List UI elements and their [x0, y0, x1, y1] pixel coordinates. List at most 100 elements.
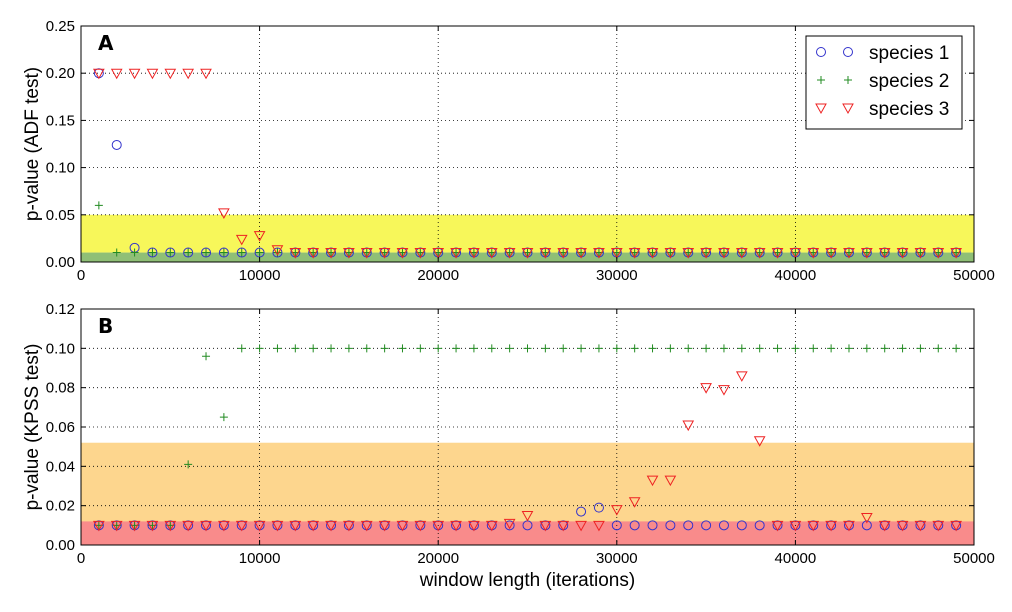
panel-b-series-3-point — [932, 520, 945, 532]
panel-a-series-3-point — [807, 248, 820, 259]
panel-a-x-tick-label: 50000 — [953, 267, 995, 284]
panel-b-series-2-point — [880, 344, 889, 353]
panel-a-series-1-point — [165, 247, 176, 258]
panel-b-band-1 — [81, 521, 974, 545]
panel-a-series-3-point — [914, 248, 927, 259]
panel-b-series-2-point — [469, 344, 478, 353]
panel-b-series-2-point — [916, 344, 925, 353]
panel-a-series-3-point — [718, 248, 730, 259]
panel-a-y-tick-label: 0.25 — [46, 18, 75, 35]
legend-marker — [816, 47, 826, 57]
panel-b-series-3-point — [843, 520, 855, 532]
panel-a-series-3-point — [521, 248, 534, 259]
panel-b-series-1-point — [861, 520, 872, 531]
panel-b-series-2-point — [380, 344, 389, 353]
panel-b-series-2-point — [612, 344, 621, 353]
panel-a-x-tick-label: 30000 — [596, 267, 638, 284]
panel-b-series-2-point — [398, 344, 407, 353]
panel-a-x-tick-label: 20000 — [417, 267, 459, 284]
panel-a-series-3-point — [825, 248, 837, 259]
panel-b-series-2-point — [934, 344, 943, 353]
panel-a-series-3-point — [378, 248, 391, 259]
panel-b-series-1-point — [701, 520, 712, 531]
panel-a-series-2-point — [130, 248, 139, 257]
panel-b-series-3-point — [789, 520, 802, 532]
panel-a-series-3-point — [771, 248, 784, 259]
panel-b-series-1-point — [611, 520, 622, 531]
panel-b-series-3-point — [539, 520, 552, 532]
panel-a-x-tick-label: 0 — [77, 267, 85, 284]
legend-marker — [842, 103, 854, 115]
panel-b-series-2-point — [505, 344, 514, 353]
panel-b-series-2-point — [202, 352, 211, 361]
panel-a-series-2-point — [112, 248, 121, 257]
panel-a-series-3-point — [557, 248, 570, 259]
panel-b-series-2-point — [737, 344, 746, 353]
panel-a-series-3-point — [950, 248, 962, 259]
panel-b-series-2-point — [844, 344, 853, 353]
panel-a-series-3-point — [414, 248, 427, 259]
panel-b-series-2-point — [809, 344, 818, 353]
panel-b-series-1-point — [647, 520, 658, 531]
panel-b-series-3-point — [878, 520, 891, 532]
panel-a-series-1-point — [183, 247, 194, 258]
panel-a-series-3-point — [146, 68, 159, 80]
panel-b-y-tick-label: 0.12 — [46, 301, 75, 318]
panel-b-series-3-point — [450, 520, 462, 532]
panel-b-series-2-point — [719, 344, 728, 353]
panel-b-y-tick-label: 0.02 — [46, 498, 75, 515]
panel-a-series-1-point — [201, 247, 212, 258]
panel-b-series-3-point — [200, 520, 212, 532]
panel-a-y-tick-label: 0.00 — [46, 254, 75, 271]
panel-b-series-3-point — [396, 520, 409, 532]
panel-b-series-3-point — [468, 520, 480, 532]
panel-a-series-3-point — [396, 248, 409, 259]
panel-b-series-3-point — [896, 520, 909, 532]
panel-b-series-3-point — [735, 371, 748, 382]
panel-b-series-3-point — [414, 520, 427, 532]
panel-b-series-3-point — [325, 520, 337, 532]
panel-b-series-3-point — [110, 520, 123, 532]
legend-marker — [843, 47, 853, 57]
panel-a-series-2-point — [202, 248, 211, 257]
panel-a-series-2-point — [184, 248, 193, 257]
panel-a-series-1-point — [111, 139, 122, 150]
legend-label: species 2 — [869, 71, 949, 92]
panel-b-series-2-point — [255, 344, 264, 353]
panel-b-series-3-point — [557, 520, 570, 532]
panel-b-series-3-point — [182, 520, 195, 532]
legend-label: species 3 — [869, 99, 949, 120]
panel-b-series-3-point — [521, 511, 534, 522]
panel-b-series-2-point — [630, 344, 639, 353]
panel-a-series-3-point — [646, 248, 659, 259]
panel-b-series-3-point — [235, 520, 248, 532]
panel-a-y-axis-label: p-value (ADF test) — [22, 67, 43, 221]
panel-a-series-3-point — [593, 248, 605, 259]
panel-a-series-3-point — [128, 68, 141, 80]
panel-b-series-2-point — [487, 344, 496, 353]
panel-b-series-3-point — [825, 520, 837, 532]
panel-a-series-3-point — [360, 248, 373, 259]
panel-b-series-2-point — [541, 344, 550, 353]
panel-a-series-3-point — [235, 234, 248, 246]
panel-b-series-2-point — [523, 344, 532, 353]
panel-b-series-1-point — [736, 520, 747, 531]
panel-a-series-3-point — [932, 248, 945, 259]
panel-a-series-3-point — [485, 248, 498, 259]
panel-b-series-2-point — [577, 344, 586, 353]
panel-a-y-tick-label: 0.10 — [46, 160, 75, 177]
panel-a-band-0 — [81, 214, 974, 253]
panel-a-series-3-point — [164, 68, 177, 80]
panel-a-series-3-point — [343, 248, 355, 259]
panel-b-series-3-point — [771, 520, 784, 532]
panel-b-y-tick-label: 0.00 — [46, 537, 75, 554]
panel-b-series-1-point — [504, 520, 515, 531]
panel-b-series-1-point — [665, 520, 676, 531]
panel-b-series-3-point — [682, 420, 695, 432]
panel-b-y-tick-label: 0.04 — [46, 458, 75, 475]
panel-b-series-2-point — [434, 344, 443, 353]
panel-a-series-3-point — [753, 248, 766, 259]
panel-a-y-tick-label: 0.20 — [46, 65, 75, 82]
panel-b-series-3-point — [950, 520, 962, 532]
panel-b-series-2-point — [416, 344, 425, 353]
